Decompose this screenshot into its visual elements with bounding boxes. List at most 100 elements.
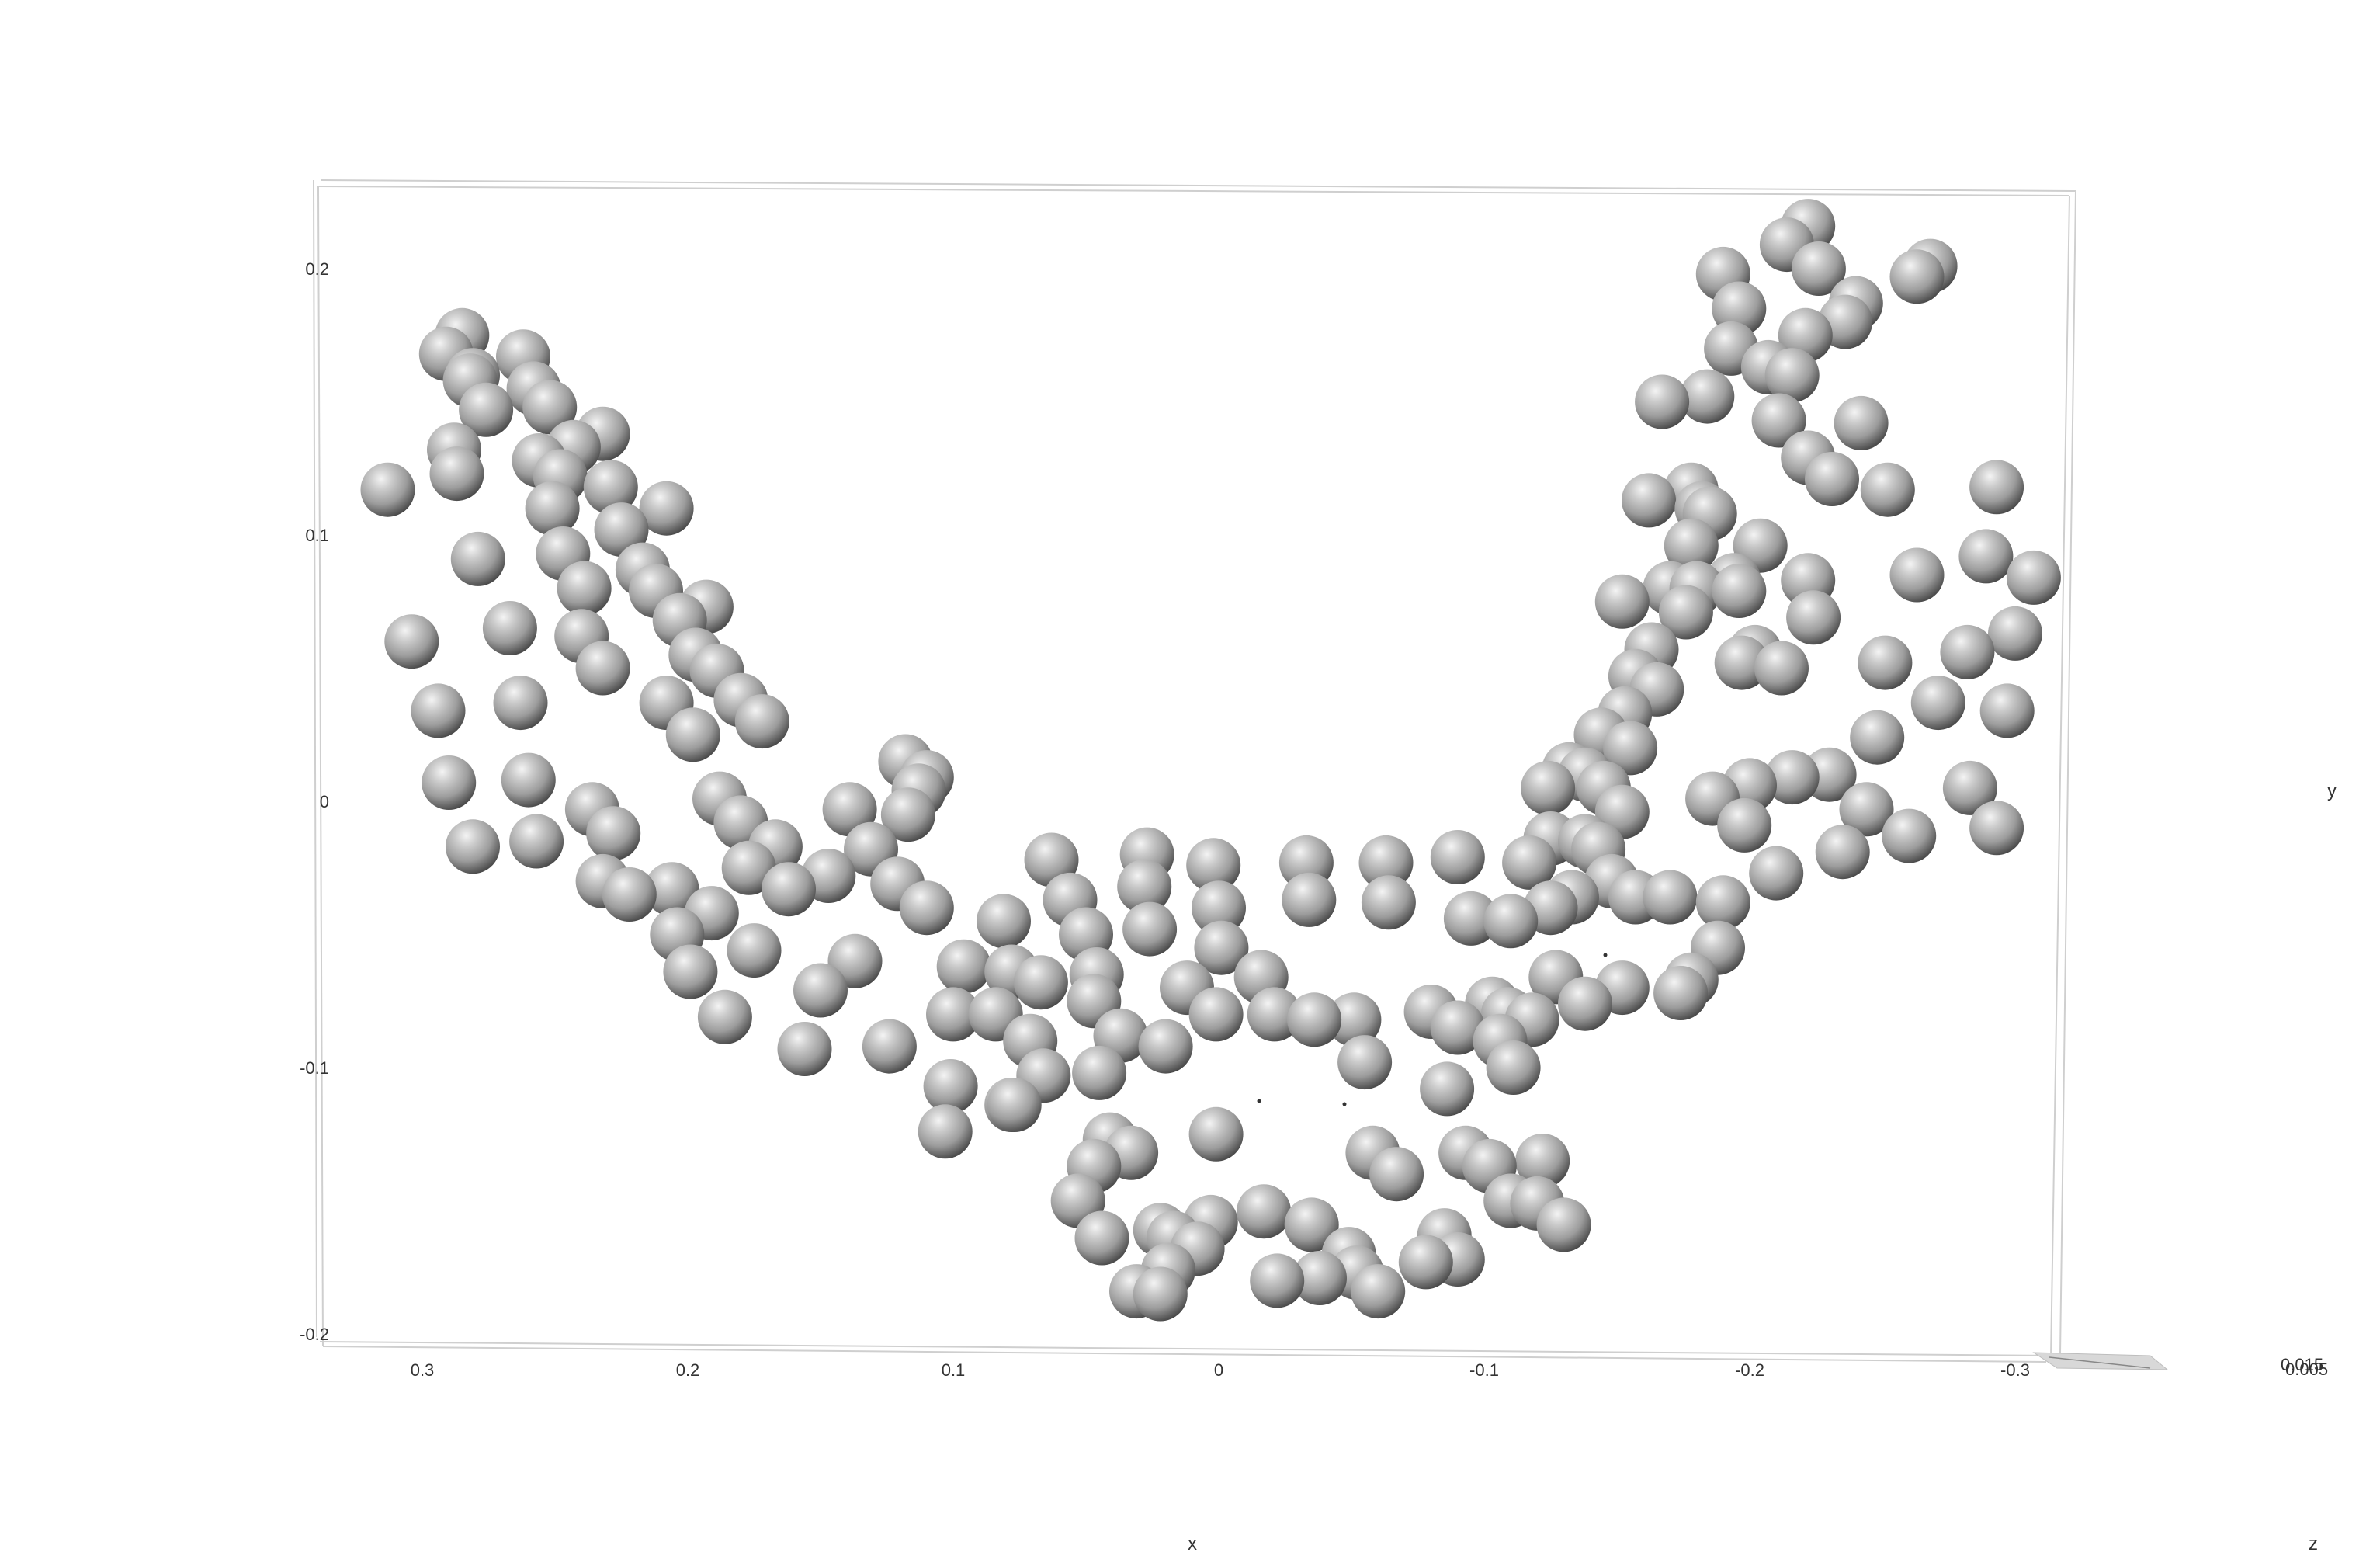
small-markers bbox=[1257, 953, 1608, 1106]
data-points bbox=[360, 199, 2061, 1322]
data-point bbox=[1786, 590, 1841, 645]
data-point bbox=[2006, 550, 2061, 605]
data-point bbox=[1815, 825, 1870, 880]
y-axis-label: y bbox=[2327, 780, 2337, 801]
data-point bbox=[1072, 1045, 1127, 1100]
data-point bbox=[493, 676, 548, 731]
data-point bbox=[1247, 987, 1302, 1042]
data-point bbox=[1327, 992, 1382, 1047]
data-point bbox=[450, 531, 505, 586]
data-point bbox=[822, 782, 877, 837]
x-tick-label: 0.3 bbox=[411, 1360, 435, 1380]
data-point bbox=[1594, 574, 1650, 629]
data-point bbox=[525, 481, 580, 536]
data-point bbox=[697, 989, 752, 1044]
data-point bbox=[1988, 606, 2042, 661]
data-point bbox=[936, 939, 991, 994]
data-point bbox=[1942, 760, 1997, 815]
data-point bbox=[360, 462, 415, 517]
data-point bbox=[1603, 721, 1658, 776]
data-point bbox=[926, 987, 980, 1042]
data-point bbox=[1717, 797, 1772, 853]
data-point bbox=[663, 944, 718, 999]
data-point bbox=[422, 755, 477, 810]
data-point bbox=[1117, 859, 1172, 914]
data-point bbox=[1361, 875, 1416, 930]
data-point bbox=[1764, 750, 1820, 805]
data-point bbox=[1284, 1197, 1339, 1252]
data-point bbox=[1430, 830, 1485, 884]
data-point bbox=[1858, 635, 1913, 690]
data-point bbox=[1805, 452, 1859, 506]
data-point bbox=[1074, 1210, 1129, 1266]
data-point bbox=[586, 806, 641, 861]
data-point bbox=[665, 707, 720, 762]
data-point bbox=[1138, 1019, 1193, 1074]
y-tick-label: 0.1 bbox=[305, 526, 329, 545]
data-point bbox=[1282, 872, 1337, 927]
data-point bbox=[1013, 955, 1068, 1010]
data-point bbox=[734, 694, 789, 749]
data-point bbox=[1643, 870, 1698, 925]
y-tick-label: -0.2 bbox=[300, 1325, 329, 1344]
data-point bbox=[1754, 641, 1809, 696]
x-tick-label: -0.3 bbox=[2000, 1360, 2030, 1380]
data-point bbox=[411, 683, 466, 738]
data-point bbox=[1358, 835, 1414, 890]
y-tick-label: -0.1 bbox=[300, 1058, 329, 1078]
z-axis-label: z bbox=[2309, 1533, 2318, 1554]
z-axis-floor bbox=[2032, 1352, 2169, 1370]
data-point bbox=[575, 641, 630, 696]
data-point bbox=[557, 561, 612, 616]
data-point bbox=[777, 1022, 832, 1076]
x-tick-label: 0.1 bbox=[942, 1360, 966, 1380]
data-point bbox=[1186, 838, 1241, 893]
data-point bbox=[1680, 369, 1735, 424]
x-tick-label: 0 bbox=[1214, 1360, 1223, 1380]
data-point bbox=[1839, 782, 1894, 837]
data-point bbox=[1889, 547, 1945, 603]
data-point bbox=[1712, 564, 1767, 618]
data-point bbox=[1351, 1264, 1406, 1319]
data-point bbox=[1850, 710, 1905, 765]
data-point bbox=[1958, 529, 2014, 584]
data-point bbox=[1714, 635, 1769, 690]
data-point bbox=[1188, 1106, 1244, 1162]
data-point bbox=[602, 867, 657, 922]
data-point bbox=[1250, 1253, 1305, 1308]
data-point bbox=[1536, 1197, 1591, 1252]
data-point bbox=[1398, 1235, 1453, 1290]
data-point bbox=[644, 862, 699, 917]
data-point bbox=[1192, 880, 1246, 936]
data-point bbox=[1369, 1147, 1424, 1202]
data-point bbox=[1292, 1251, 1347, 1305]
data-point bbox=[1443, 891, 1498, 946]
data-point bbox=[1558, 976, 1612, 1031]
data-point bbox=[594, 502, 649, 557]
data-point bbox=[1664, 518, 1719, 573]
plot-box bbox=[313, 179, 2076, 1363]
data-point bbox=[918, 1104, 973, 1159]
data-point bbox=[639, 481, 694, 536]
data-point bbox=[862, 1019, 917, 1074]
data-point bbox=[1749, 846, 1804, 901]
x-tick-label: -0.2 bbox=[1735, 1360, 1764, 1380]
data-point bbox=[1764, 348, 1820, 403]
data-point bbox=[1337, 1035, 1393, 1090]
x-axis-label: x bbox=[1188, 1533, 1197, 1554]
z-tick-label: 0.005 bbox=[2285, 1360, 2328, 1379]
data-point bbox=[1889, 249, 1945, 304]
data-point bbox=[1751, 393, 1806, 448]
data-point bbox=[501, 752, 556, 808]
data-point bbox=[1969, 801, 2024, 856]
z-tick-label: 0.015 bbox=[2281, 1355, 2323, 1374]
z-axis-line bbox=[2049, 1356, 2151, 1369]
data-point bbox=[1515, 1134, 1570, 1188]
data-point bbox=[1133, 1266, 1188, 1322]
data-point bbox=[977, 894, 1031, 949]
y-tick-label: 0.2 bbox=[305, 259, 329, 279]
data-point bbox=[1486, 1040, 1541, 1095]
data-point bbox=[384, 614, 439, 669]
